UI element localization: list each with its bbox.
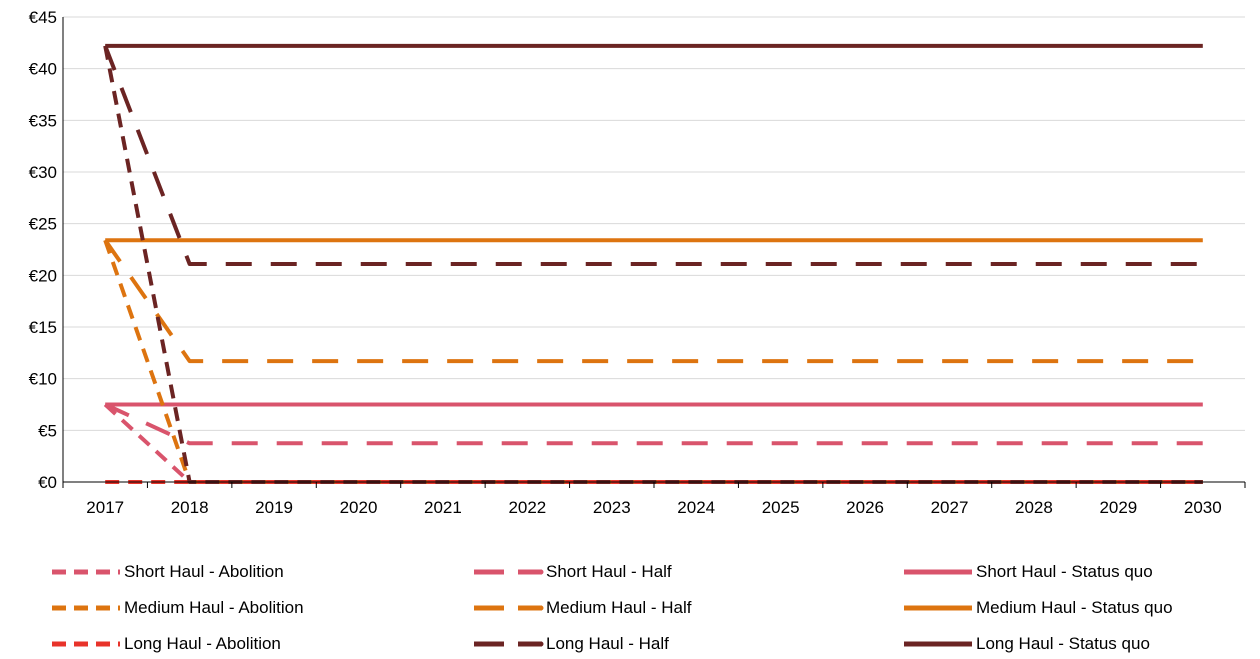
x-tick-label: 2023 [593, 498, 631, 517]
x-tick-label: 2018 [171, 498, 209, 517]
series-lines [103, 43, 1203, 484]
legend-label: Long Haul - Abolition [124, 634, 281, 653]
x-tick-label: 2021 [424, 498, 462, 517]
gridlines [63, 16, 1245, 431]
legend-item: Short Haul - Abolition [48, 559, 284, 585]
y-tick-label: €15 [29, 318, 57, 337]
x-tick-label: 2025 [762, 498, 800, 517]
y-tick-label: €25 [29, 215, 57, 234]
x-tick-label: 2022 [508, 498, 546, 517]
legend-swatch-dot [538, 605, 544, 611]
legend-swatch-dot [538, 569, 544, 575]
y-tick-label: €30 [29, 163, 57, 182]
legend-swatch [474, 641, 544, 647]
legend-label: Short Haul - Status quo [976, 562, 1153, 581]
legend-label: Short Haul - Abolition [124, 562, 284, 581]
legend-item: Short Haul - Status quo [900, 559, 1153, 585]
legend-swatch [904, 569, 972, 575]
legend-swatch [52, 641, 120, 647]
legend-item: Long Haul - Status quo [900, 631, 1150, 657]
legend-swatch [52, 569, 120, 575]
legend-label: Medium Haul - Half [546, 598, 692, 617]
y-tick-label: €20 [29, 266, 57, 285]
legend-label: Medium Haul - Status quo [976, 598, 1173, 617]
legend: Short Haul - Abolition Short Haul - Half S… [0, 555, 1260, 659]
y-axis-tick-labels: €0 €5 €10 €15 €20 €25 €30 €35 €40 €45 [29, 8, 57, 492]
legend-item: Medium Haul - Status quo [900, 595, 1173, 621]
y-tick-label: €0 [38, 473, 57, 492]
x-tick-label: 2026 [846, 498, 884, 517]
legend-label: Short Haul - Half [546, 562, 672, 581]
x-tick-label: 2024 [677, 498, 715, 517]
y-tick-label: €35 [29, 111, 57, 130]
legend-swatch-dot [538, 641, 544, 647]
legend-item: Long Haul - Abolition [48, 631, 281, 657]
legend-item: Medium Haul - Half [470, 595, 692, 621]
y-tick-label: €45 [29, 8, 57, 27]
x-tick-label: 2030 [1184, 498, 1222, 517]
x-tick-label: 2019 [255, 498, 293, 517]
series-line-4 [103, 239, 1203, 364]
legend-label: Long Haul - Status quo [976, 634, 1150, 653]
legend-item: Long Haul - Half [470, 631, 669, 657]
legend-item: Short Haul - Half [470, 559, 672, 585]
y-tick-label: €5 [38, 421, 57, 440]
legend-label: Medium Haul - Abolition [124, 598, 304, 617]
axes [62, 17, 1246, 488]
x-tick-label: 2028 [1015, 498, 1053, 517]
x-tick-label: 2020 [340, 498, 378, 517]
x-tick-label: 2029 [1099, 498, 1137, 517]
legend-label: Long Haul - Half [546, 634, 669, 653]
legend-swatch [904, 605, 972, 611]
legend-swatch [904, 641, 972, 647]
legend-swatch [474, 569, 544, 575]
line-chart: €0€5€10€15€20€25€30€35€40€45 2017 2018 201… [29, 8, 1246, 517]
y-tick-label: €10 [29, 370, 57, 389]
x-tick-label: 2027 [931, 498, 969, 517]
x-tick-label: 2017 [86, 498, 124, 517]
x-axis-tick-labels: 2017 2018 2019 2020 2021 2022 2023 2024 2025 2026… [86, 498, 1221, 517]
y-tick-label: €40 [29, 60, 57, 79]
legend-swatch [52, 605, 120, 611]
series-line-1 [104, 402, 1203, 446]
legend-item: Medium Haul - Abolition [48, 595, 304, 621]
legend-swatch [474, 605, 544, 611]
series-line-7 [103, 45, 1203, 266]
